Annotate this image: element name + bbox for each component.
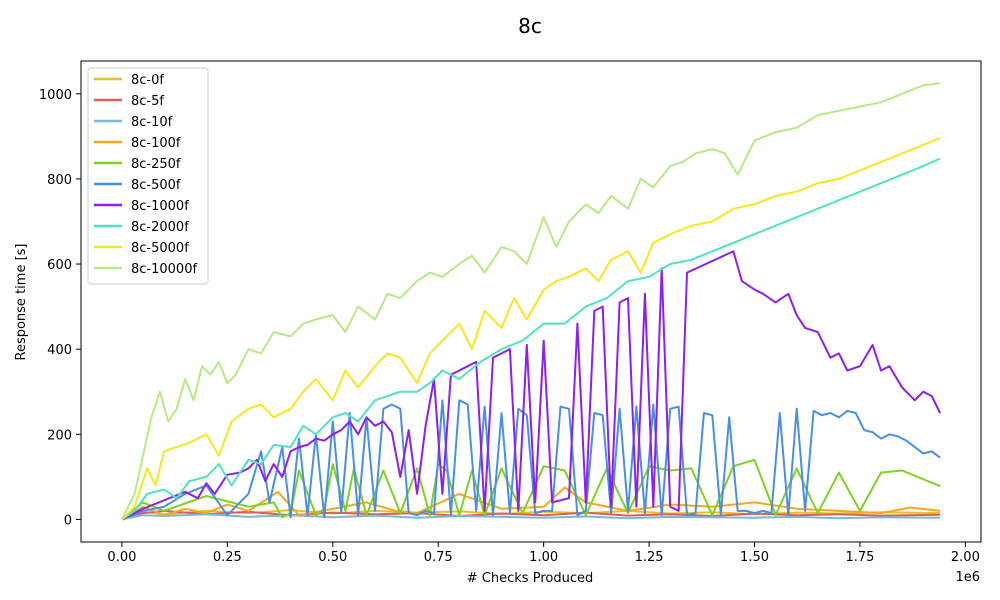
y-axis-label: Response time [s] xyxy=(14,244,29,361)
x-tick-label: 1.50 xyxy=(740,550,769,565)
series-line-8c-5f xyxy=(121,509,941,521)
x-tick-label: 1.25 xyxy=(635,550,664,565)
legend-label: 8c-100f xyxy=(131,136,181,151)
x-tick-label: 0.25 xyxy=(213,550,242,565)
legend-label: 8c-2000f xyxy=(131,220,189,235)
legend-label: 8c-0f xyxy=(131,73,164,88)
legend-label: 8c-10000f xyxy=(131,262,197,277)
chart-title: 8c xyxy=(518,14,542,38)
plot-area xyxy=(121,82,941,521)
x-tick-label: 0.50 xyxy=(318,550,347,565)
legend-label: 8c-5000f xyxy=(131,241,189,256)
y-tick-label: 600 xyxy=(47,258,72,273)
legend-label: 8c-1000f xyxy=(131,199,189,214)
legend-label: 8c-10f xyxy=(131,115,173,130)
series-line-8c-10000f xyxy=(121,82,941,520)
series-line-8c-2000f xyxy=(121,157,941,521)
y-tick-label: 400 xyxy=(47,343,72,358)
y-tick-label: 1000 xyxy=(39,88,72,103)
y-tick-label: 800 xyxy=(47,173,72,188)
series-line-8c-500f xyxy=(121,399,941,521)
x-axis-offset-label: 1e6 xyxy=(955,570,980,585)
series-line-8c-1000f xyxy=(121,250,941,521)
legend-label: 8c-500f xyxy=(131,178,181,193)
legend: 8c-0f 8c-5f 8c-10f 8c-100f 8c-250f 8c-500f 8c-… xyxy=(87,67,209,285)
x-tick-label: 0.75 xyxy=(424,550,453,565)
series-line-8c-10f xyxy=(121,513,941,521)
axes: 0.00 0.25 0.50 0.75 1.00 1.25 1.50 1.75 2.00 0 200… xyxy=(39,60,982,565)
y-tick-label: 200 xyxy=(47,428,72,443)
x-tick-label: 1.00 xyxy=(529,550,558,565)
x-tick-label: 2.00 xyxy=(951,550,980,565)
x-tick-label: 0.00 xyxy=(107,550,136,565)
series-line-8c-5000f xyxy=(121,137,941,521)
legend-label: 8c-250f xyxy=(131,157,181,172)
series-line-8c-100f xyxy=(121,486,941,521)
x-axis-label: # Checks Produced xyxy=(467,571,593,586)
y-tick-label: 0 xyxy=(64,513,72,528)
x-tick-label: 1.75 xyxy=(845,550,874,565)
plot-frame xyxy=(80,60,982,543)
legend-label: 8c-5f xyxy=(131,94,164,109)
